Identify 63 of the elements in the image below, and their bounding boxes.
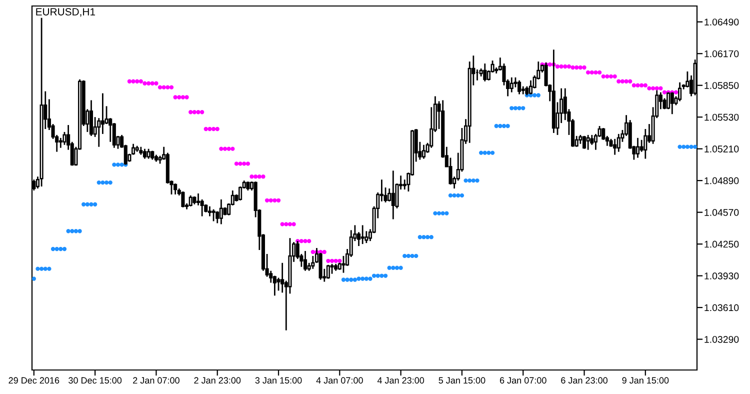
- y-tick-label: 1.06490: [704, 18, 739, 26]
- candlestick: [636, 137, 640, 158]
- candlestick: [303, 250, 308, 272]
- candlestick: [678, 82, 682, 102]
- x-tick-label: 4 Jan 23:00: [377, 377, 424, 384]
- y-tick-label: 1.04250: [704, 240, 739, 248]
- candlestick: [188, 194, 192, 208]
- candlestick: [142, 148, 147, 160]
- candlestick: [89, 100, 94, 137]
- y-tick-label: 1.04570: [704, 209, 739, 216]
- candlestick: [590, 134, 594, 146]
- candlestick: [219, 198, 223, 225]
- y-tick-label: 1.04890: [704, 177, 739, 184]
- candlestick: [510, 76, 514, 93]
- candlestick: [640, 139, 644, 152]
- candlestick: [448, 157, 452, 186]
- x-tick-label: 3 Jan 15:00: [255, 377, 302, 384]
- candlestick: [272, 275, 276, 296]
- candlestick: [276, 277, 280, 292]
- x-tick-label: 5 Jan 15:00: [438, 377, 486, 384]
- candlestick: [388, 188, 392, 202]
- candlestick: [582, 135, 586, 150]
- x-tick-label: 30 Dec 15:00: [68, 377, 122, 384]
- y-tick-label: 1.05850: [704, 82, 739, 89]
- candlestick: [613, 138, 617, 156]
- candlestick: [360, 224, 364, 245]
- y-tick-label: 1.03930: [704, 272, 739, 280]
- candlestick: [181, 190, 185, 208]
- candlestick: [616, 133, 620, 152]
- candlestick: [112, 122, 116, 149]
- candlestick: [196, 192, 200, 206]
- candlestick: [342, 255, 346, 274]
- x-tick-label: 4 Jan 07:00: [316, 377, 363, 384]
- candlestick: [483, 62, 487, 82]
- y-tick-label: 1.05530: [704, 114, 739, 121]
- candlestick: [326, 264, 330, 280]
- x-tick-label: 6 Jan 23:00: [561, 377, 608, 384]
- y-tick-label: 1.03610: [704, 304, 739, 312]
- candlestick: [670, 92, 674, 115]
- x-tick-label: 2 Jan 07:00: [133, 377, 180, 384]
- x-tick-label: 9 Jan 15:00: [622, 377, 669, 384]
- x-tick-label: 6 Jan 07:00: [500, 377, 546, 384]
- candlestick: [330, 263, 334, 274]
- chart-title: EURUSD,H1: [36, 8, 96, 17]
- candlestick: [391, 170, 395, 220]
- x-tick-label: 29 Dec 2016: [8, 377, 60, 384]
- y-tick-label: 1.06170: [704, 50, 739, 58]
- candlestick: [514, 76, 518, 88]
- candlestick: [146, 148, 150, 160]
- candlestick: [422, 144, 426, 160]
- x-tick-label: 2 Jan 23:00: [194, 377, 241, 384]
- candlestick: [586, 134, 590, 151]
- y-tick-label: 1.05210: [704, 146, 739, 152]
- candlestick: [174, 182, 178, 196]
- candlestick: [518, 80, 522, 95]
- y-tick-label: 1.03290: [704, 336, 739, 343]
- candlestick: [666, 92, 670, 110]
- candlestick: [62, 131, 66, 146]
- candlestick: [58, 137, 62, 149]
- candlestick: [644, 128, 648, 160]
- candlestick: [208, 206, 212, 217]
- candlestick: [212, 208, 216, 222]
- candlestick: [100, 92, 104, 135]
